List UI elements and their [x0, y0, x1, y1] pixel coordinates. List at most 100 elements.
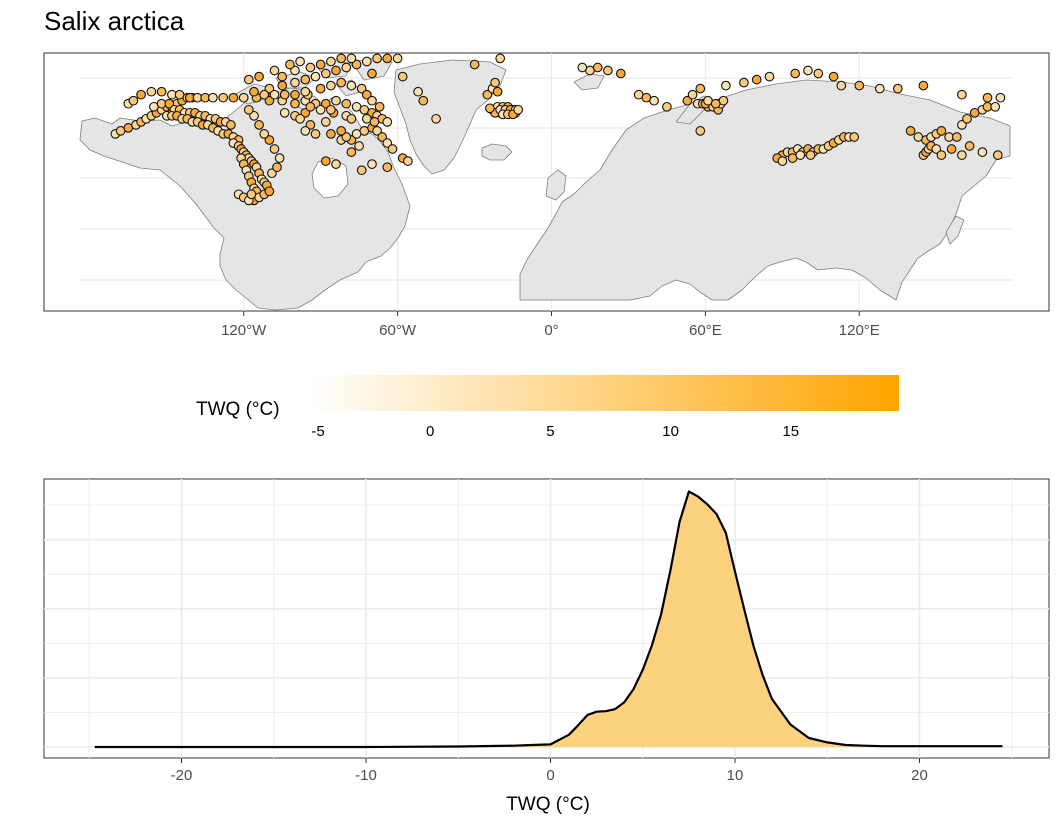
density-curve	[94, 490, 1003, 749]
occurrence-point	[377, 132, 388, 142]
eurasia-landmass	[519, 79, 1011, 301]
occurrence-point	[946, 144, 957, 154]
occurrence-point	[739, 77, 749, 88]
occurrence-point	[777, 156, 788, 166]
occurrence-points	[110, 53, 1006, 206]
occurrence-point	[305, 120, 316, 130]
occurrence-point	[346, 53, 357, 64]
occurrence-point	[243, 74, 254, 85]
iceland	[481, 143, 513, 161]
occurrence-point	[592, 62, 603, 73]
occurrence-point	[267, 168, 277, 179]
legend-colorbar	[310, 375, 899, 411]
density-panel-frame	[43, 478, 1050, 759]
occurrence-point	[128, 95, 139, 106]
legend-tick-label: 0	[426, 423, 434, 440]
occurrence-point	[964, 141, 975, 151]
occurrence-point	[367, 68, 377, 79]
occurrence-point	[300, 74, 311, 85]
page-title: Salix arctica	[44, 6, 185, 36]
occurrence-point	[346, 147, 357, 157]
occurrence-point	[803, 65, 813, 76]
occurrence-point	[874, 83, 885, 94]
occurrence-point	[367, 95, 377, 106]
occurrence-point	[764, 71, 775, 82]
occurrence-point	[331, 95, 341, 106]
occurrence-point	[469, 59, 480, 70]
occurrence-point	[962, 113, 972, 124]
occurrence-point	[431, 113, 441, 124]
occurrence-point	[662, 101, 672, 112]
density-x-label: TWQ (°C)	[506, 794, 590, 815]
japan	[945, 215, 965, 245]
occurrence-point	[336, 53, 347, 64]
occurrence-point	[249, 86, 259, 97]
occurrence-point	[836, 80, 847, 91]
density-x-tick-label: -20	[171, 767, 193, 784]
occurrence-point	[346, 80, 357, 91]
occurrence-point	[957, 89, 967, 100]
occurrence-point	[372, 53, 382, 64]
occurrence-point	[751, 74, 762, 85]
occurrence-point	[226, 120, 236, 130]
map-panel: 120°W 60°W 0° 60°E 120°E	[43, 52, 1050, 339]
occurrence-point	[218, 92, 229, 103]
occurrence-point	[382, 53, 393, 64]
occurrence-point	[936, 126, 947, 136]
occurrence-point	[977, 147, 988, 157]
occurrence-point	[320, 117, 331, 127]
legend-title: TWQ (°C)	[196, 399, 280, 420]
occurrence-point	[336, 77, 347, 88]
occurrence-point	[795, 150, 806, 160]
occurrence-point	[957, 120, 967, 130]
occurrence-point	[305, 101, 316, 112]
occurrence-point	[354, 141, 364, 151]
occurrence-point	[264, 83, 275, 94]
occurrence-point	[274, 153, 285, 163]
map-x-tick-label: 0°	[544, 322, 558, 339]
map-x-tick-label: 60°W	[379, 322, 417, 339]
occurrence-point	[254, 71, 264, 82]
occurrence-point	[315, 59, 326, 70]
occurrence-point	[721, 80, 731, 91]
occurrence-point	[361, 56, 372, 67]
occurrence-point	[346, 113, 357, 124]
occurrence-point	[146, 86, 157, 97]
occurrence-point	[136, 89, 146, 100]
occurrence-point	[805, 150, 816, 160]
occurrence-point	[326, 80, 336, 91]
occurrence-point	[403, 156, 413, 166]
occurrence-point	[269, 65, 280, 76]
occurrence-point	[243, 104, 254, 115]
occurrence-point	[374, 101, 385, 112]
legend-tick-label: 10	[662, 423, 679, 440]
occurrence-point	[254, 120, 264, 130]
density-x-tick-label: 0	[546, 767, 554, 784]
occurrence-point	[341, 98, 352, 109]
occurrence-point	[264, 135, 275, 145]
occurrence-point	[957, 150, 967, 160]
occurrence-point	[315, 83, 326, 94]
occurrence-point	[277, 80, 288, 91]
occurrence-point	[813, 68, 824, 79]
occurrence-point	[295, 113, 305, 124]
occurrence-point	[305, 62, 316, 73]
occurrence-point	[208, 92, 218, 103]
occurrence-point	[310, 129, 321, 139]
occurrence-point	[367, 159, 377, 169]
color-legend: TWQ (°C) -5 0 5 10 15	[196, 375, 899, 440]
occurrence-point	[290, 77, 300, 88]
occurrence-point	[320, 156, 331, 166]
density-x-axis: -20 -10 0 10 20	[171, 758, 928, 784]
occurrence-point	[828, 71, 839, 82]
occurrence-point	[849, 132, 860, 142]
legend-ticks: -5 0 5 10 15	[311, 423, 799, 440]
occurrence-point	[687, 89, 698, 100]
legend-tick-label: 15	[782, 423, 799, 440]
occurrence-point	[492, 86, 503, 97]
map-x-tick-label: 120°E	[839, 322, 880, 339]
density-x-tick-label: 20	[911, 767, 928, 784]
occurrence-point	[300, 86, 311, 97]
occurrence-point	[854, 80, 865, 91]
